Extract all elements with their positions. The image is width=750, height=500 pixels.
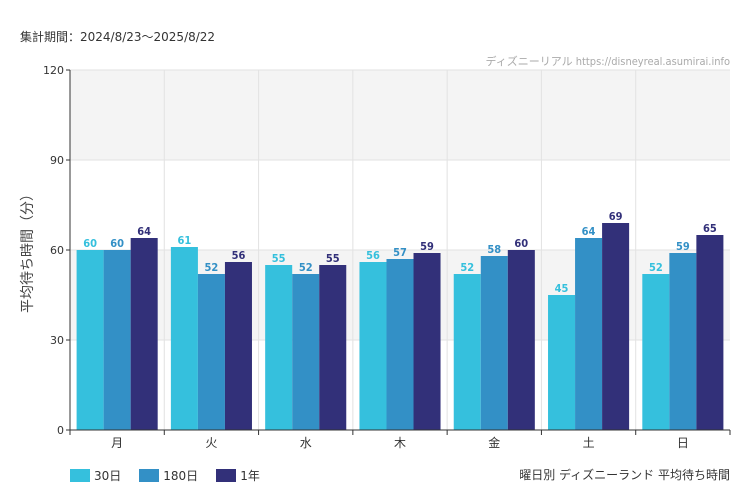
y-tick-label: 0 [57, 424, 64, 437]
site-credit: ディズニーリアル https://disneyreal.asumirai.inf… [485, 55, 730, 68]
legend-label-1y: 1年 [240, 469, 260, 483]
bar [696, 235, 724, 430]
bar-value-label: 52 [205, 261, 219, 274]
bar [507, 250, 535, 430]
bar-value-label: 58 [487, 243, 501, 256]
bar-value-label: 65 [703, 222, 717, 235]
y-tick-label: 60 [50, 244, 64, 257]
x-tick-label: 水 [300, 436, 312, 450]
x-tick-label: 日 [677, 436, 689, 450]
bar [359, 262, 387, 430]
x-tick-label: 金 [488, 435, 500, 450]
bar-value-label: 56 [366, 249, 380, 262]
legend-item-1y[interactable]: 1年 [216, 467, 260, 484]
bar [548, 295, 576, 430]
bar-value-label: 64 [137, 225, 151, 238]
x-tick-label: 木 [394, 436, 406, 450]
bar-value-label: 60 [514, 237, 528, 250]
bar-value-label: 52 [299, 261, 313, 274]
bar [669, 253, 697, 430]
bar [480, 256, 508, 430]
bar-value-label: 59 [676, 240, 690, 253]
bar-value-label: 45 [555, 282, 569, 295]
legend-label-180d: 180日 [163, 469, 199, 483]
chart-subtitle: 曜日別 ディズニーランド 平均待ち時間 [519, 468, 730, 482]
legend-swatch-30d [70, 469, 90, 482]
x-tick-label: 土 [583, 436, 595, 450]
y-tick-label: 90 [50, 154, 64, 167]
y-axis-title: 平均待ち時間（分） [20, 187, 36, 313]
bar [130, 238, 158, 430]
bar [453, 274, 481, 430]
bar-value-label: 57 [393, 246, 407, 259]
bar [319, 265, 347, 430]
bar [224, 262, 252, 430]
bar-value-label: 60 [83, 237, 97, 250]
bar [575, 238, 603, 430]
bar [170, 247, 198, 430]
bar-value-label: 55 [326, 252, 340, 265]
bar [197, 274, 225, 430]
y-tick-label: 120 [43, 64, 64, 77]
legend: 30日 180日 1年 [70, 467, 260, 484]
bar-value-label: 52 [460, 261, 474, 274]
bar [602, 223, 630, 430]
grid-band [70, 70, 730, 160]
bar-value-label: 55 [272, 252, 286, 265]
legend-item-180d[interactable]: 180日 [139, 467, 198, 484]
bar-value-label: 69 [609, 210, 623, 223]
collection-period: 集計期間：2024/8/23〜2025/8/22 [20, 30, 216, 44]
bar-value-label: 56 [232, 249, 246, 262]
bar [642, 274, 670, 430]
bar-value-label: 59 [420, 240, 434, 253]
bar-value-label: 61 [178, 234, 192, 247]
bar-value-label: 60 [110, 237, 124, 250]
legend-item-30d[interactable]: 30日 [70, 467, 121, 484]
bar [76, 250, 104, 430]
legend-swatch-180d [139, 469, 160, 482]
y-tick-label: 30 [50, 334, 64, 347]
bar [103, 250, 131, 430]
bar-value-label: 64 [582, 225, 596, 238]
bar [413, 253, 441, 430]
x-tick-label: 月 [111, 436, 123, 450]
bar [386, 259, 414, 430]
bar-value-label: 52 [649, 261, 663, 274]
bar [265, 265, 293, 430]
legend-swatch-1y [216, 469, 237, 482]
legend-label-30d: 30日 [94, 469, 122, 483]
x-tick-label: 火 [205, 436, 217, 450]
bar [292, 274, 320, 430]
